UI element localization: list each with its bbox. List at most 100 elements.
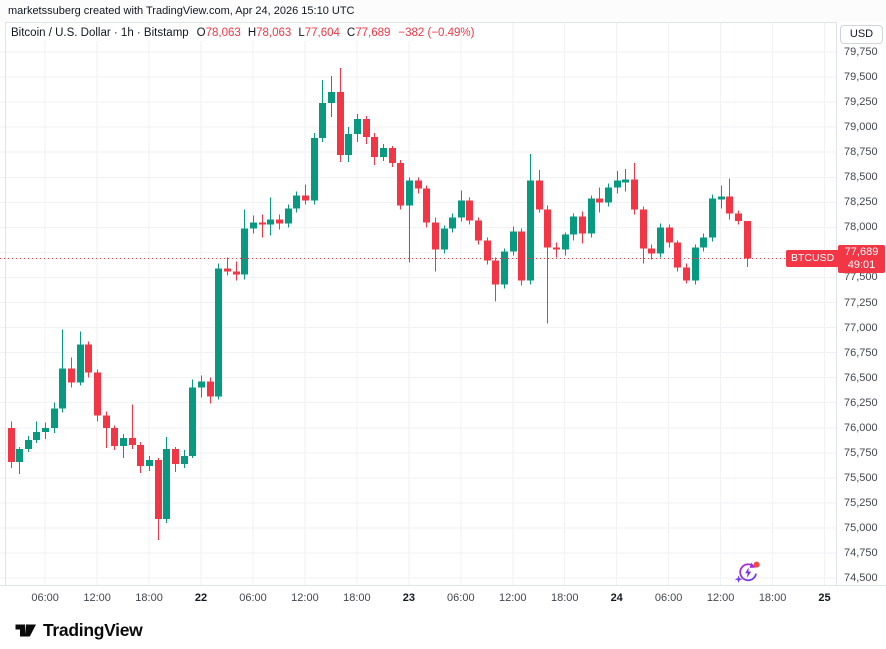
candle-body xyxy=(68,368,75,383)
candle-body xyxy=(389,148,396,164)
candle-body xyxy=(59,368,66,409)
candle-body xyxy=(302,195,309,201)
candle-body xyxy=(518,231,525,281)
price-line-symbol-badge: BTCUSD xyxy=(786,250,840,267)
tradingview-logo-text: TradingView xyxy=(43,620,143,640)
candle-body xyxy=(432,222,439,250)
candle-body xyxy=(259,222,266,225)
candle-body xyxy=(709,198,716,238)
candle-body xyxy=(345,134,352,156)
candle-body xyxy=(492,260,499,285)
price-tick: 77,500 xyxy=(844,271,878,284)
price-axis[interactable]: USD 79,750 79,500 79,250 79,000 78,750 78,500… xyxy=(836,22,886,585)
candle-body xyxy=(207,381,214,397)
time-tick: 06:00 xyxy=(447,592,475,604)
candle-body xyxy=(475,220,482,241)
price-tick: 75,750 xyxy=(844,446,878,459)
chart-canvas[interactable] xyxy=(0,22,836,585)
candle-body xyxy=(129,437,136,445)
price-tick: 77,000 xyxy=(844,321,878,334)
last-price-label: 77,689 49:01 xyxy=(838,244,885,273)
price-tick: 76,750 xyxy=(844,346,878,359)
price-tick: 79,500 xyxy=(844,71,878,84)
footer-bar: TradingView xyxy=(0,612,886,649)
candle-body xyxy=(224,268,231,272)
candle-body xyxy=(33,431,40,440)
price-tick: 76,250 xyxy=(844,396,878,409)
candle-body xyxy=(215,268,222,397)
price-tick: 79,000 xyxy=(844,121,878,134)
candle-body xyxy=(267,219,274,225)
time-tick: 06:00 xyxy=(239,592,267,604)
time-tick: 12:00 xyxy=(83,592,111,604)
time-axis[interactable]: 06:00 12:00 18:00 22 06:00 12:00 18:00 23 06:00 1… xyxy=(0,585,886,612)
tradingview-logo[interactable]: TradingView xyxy=(14,619,143,642)
grid xyxy=(0,22,836,585)
candle-body xyxy=(657,227,664,254)
candle-body xyxy=(648,248,655,254)
candle-body xyxy=(94,372,101,416)
candle-body xyxy=(85,344,92,373)
candle-body xyxy=(146,459,153,466)
candle-body xyxy=(328,92,335,104)
candle-body xyxy=(363,119,370,138)
candle-body xyxy=(726,196,733,214)
candle-body xyxy=(666,227,673,243)
ohlc-item: O78,063 xyxy=(196,27,241,39)
price-tick: 79,250 xyxy=(844,96,878,109)
candle-body xyxy=(674,242,681,268)
candle-body xyxy=(544,209,551,248)
price-tick: 76,500 xyxy=(844,371,878,384)
candle-body xyxy=(441,228,448,250)
candle-body xyxy=(596,198,603,203)
candle-body xyxy=(501,251,508,285)
time-tick: 12:00 xyxy=(499,592,527,604)
candle-body xyxy=(16,448,23,462)
price-tick: 75,000 xyxy=(844,521,878,534)
candle-body xyxy=(198,381,205,388)
candle-body xyxy=(111,427,118,446)
candle-body xyxy=(8,427,15,462)
ohlc-item: C77,689 xyxy=(346,27,391,39)
candle-body xyxy=(172,448,179,464)
price-tick: 75,250 xyxy=(844,496,878,509)
candle-body xyxy=(51,408,58,428)
candle-body xyxy=(77,344,84,383)
candle-body xyxy=(189,387,196,456)
attribution-bar: marketssuberg created with TradingView.c… xyxy=(0,0,886,22)
time-tick: 18:00 xyxy=(135,592,163,604)
price-tick: 78,250 xyxy=(844,196,878,209)
candle-body xyxy=(163,448,170,519)
candle-body xyxy=(700,237,707,248)
price-tick: 79,750 xyxy=(844,46,878,58)
time-tick: 06:00 xyxy=(654,592,683,604)
candle-body xyxy=(137,444,144,466)
time-tick: 12:00 xyxy=(291,592,319,604)
time-tick: 23 xyxy=(402,592,415,604)
candle-body xyxy=(553,247,560,250)
price-tick: 75,500 xyxy=(844,471,878,484)
candle-body xyxy=(311,138,318,201)
candle-body xyxy=(718,196,725,200)
ohlc-item: L77,604 xyxy=(298,27,340,39)
candle-body xyxy=(527,180,534,281)
widget-top-border xyxy=(5,22,886,23)
candle-body xyxy=(605,187,612,203)
candle-body xyxy=(354,119,361,135)
last-price-value: 77,689 xyxy=(844,245,879,258)
candle-body xyxy=(120,437,127,446)
candle-body xyxy=(293,195,300,209)
time-tick: 06:00 xyxy=(31,592,59,604)
symbol-header[interactable]: Bitcoin / U.S. Dollar · 1h · Bitstamp O7… xyxy=(11,25,481,41)
price-tick: 76,000 xyxy=(844,421,878,434)
time-tick: 22 xyxy=(194,592,208,604)
candle-body xyxy=(466,200,473,221)
candle-body xyxy=(579,216,586,234)
candle-body xyxy=(631,179,638,210)
candle-body xyxy=(380,148,387,158)
time-tick: 12:00 xyxy=(706,592,735,604)
flash-refresh-icon[interactable] xyxy=(734,558,762,586)
currency-toggle-button[interactable]: USD xyxy=(840,25,883,44)
candle-body xyxy=(103,415,110,428)
candle-body xyxy=(42,427,49,432)
